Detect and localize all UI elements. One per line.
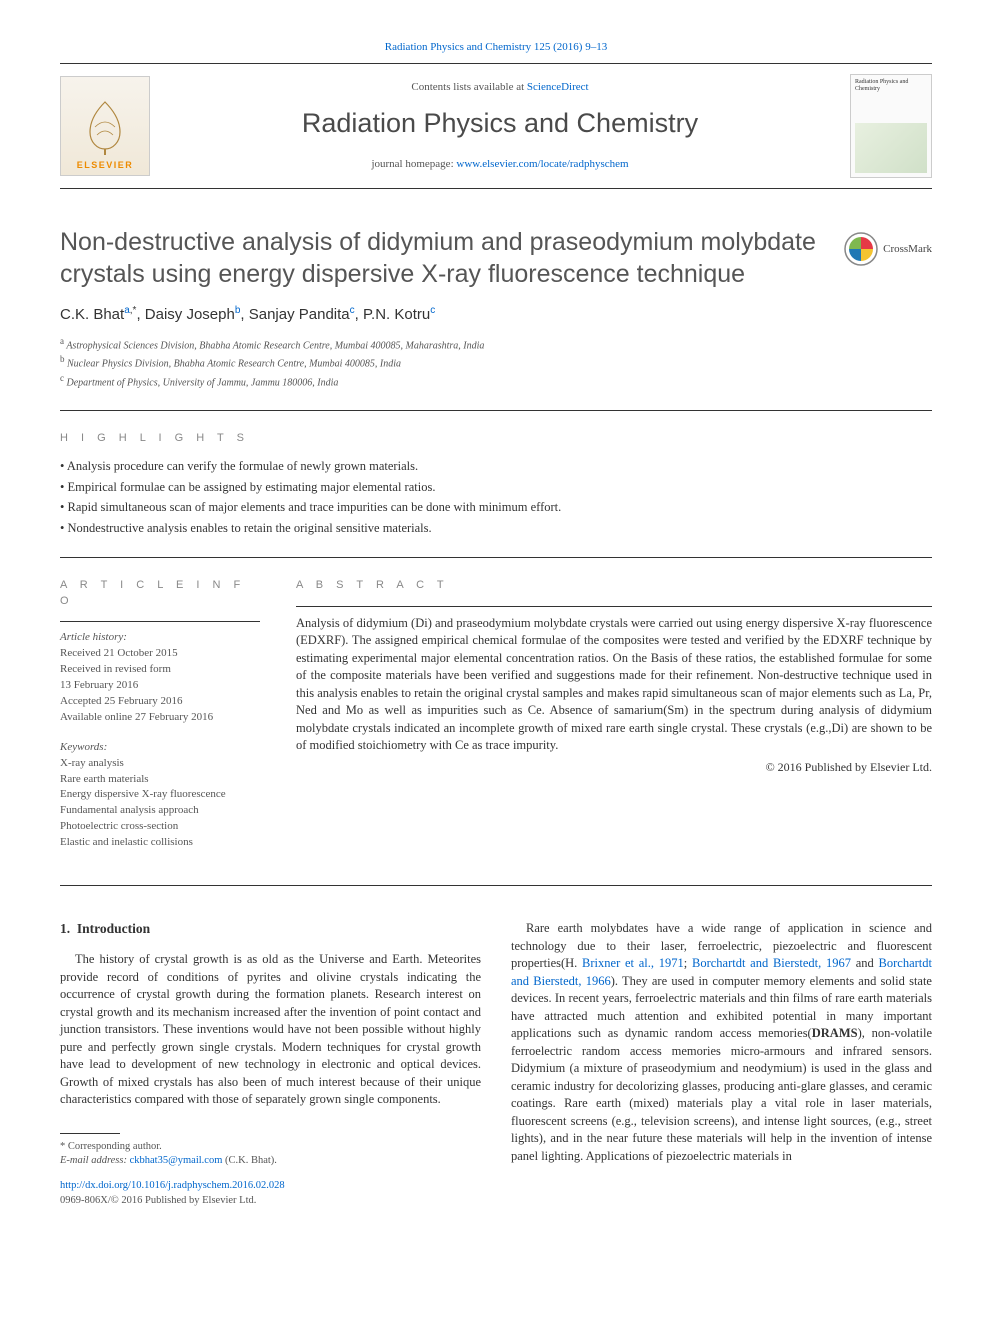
footnote-rule: [60, 1133, 120, 1134]
aff-sup-b: b: [60, 354, 65, 364]
body-text: ). They are used in computer memory elem…: [511, 974, 932, 1163]
email-line: E-mail address: ckbhat35@ymail.com (C.K.…: [60, 1154, 481, 1169]
homepage-prefix: journal homepage:: [371, 158, 456, 170]
email-suffix: (C.K. Bhat).: [222, 1155, 277, 1166]
body-paragraph: The history of crystal growth is as old …: [60, 951, 481, 1109]
body-column-left: 1. Introduction The history of crystal g…: [60, 920, 481, 1208]
contents-prefix: Contents lists available at: [411, 81, 526, 93]
issn-copyright-line: 0969-806X/© 2016 Published by Elsevier L…: [60, 1194, 481, 1209]
aff-sup-c: c: [60, 373, 64, 383]
divider: [60, 621, 260, 622]
aff-text-a: Astrophysical Sciences Division, Bhabha …: [66, 340, 484, 351]
affiliations: a Astrophysical Sciences Division, Bhabh…: [60, 335, 932, 390]
crossmark-label: CrossMark: [883, 242, 932, 257]
history-line: 13 February 2016: [60, 678, 260, 694]
author-4: P.N. Kotru: [363, 306, 430, 323]
body-text: ;: [684, 956, 692, 970]
highlights-heading: H I G H L I G H T S: [60, 431, 932, 446]
homepage-link[interactable]: www.elsevier.com/locate/radphyschem: [456, 158, 628, 170]
elsevier-logo: ELSEVIER: [60, 76, 150, 176]
body-paragraph: Rare earth molybdates have a wide range …: [511, 920, 932, 1165]
journal-cover-thumbnail: Radiation Physics and Chemistry: [850, 74, 932, 178]
email-label: E-mail address:: [60, 1155, 130, 1166]
article-title: Non-destructive analysis of didymium and…: [60, 227, 827, 290]
author-3-aff: c: [350, 305, 355, 316]
cover-thumb-title: Radiation Physics and Chemistry: [855, 79, 927, 92]
authors-line: C.K. Bhata,*, Daisy Josephb, Sanjay Pand…: [60, 304, 932, 325]
affiliation-c: c Department of Physics, University of J…: [60, 372, 932, 390]
article-history: Article history: Received 21 October 201…: [60, 630, 260, 726]
aff-text-b: Nuclear Physics Division, Bhabha Atomic …: [67, 359, 401, 370]
keyword: Elastic and inelastic collisions: [60, 835, 260, 851]
homepage-line: journal homepage: www.elsevier.com/locat…: [164, 157, 836, 172]
keyword: X-ray analysis: [60, 756, 260, 772]
divider: [296, 606, 932, 607]
article-info-heading: A R T I C L E I N F O: [60, 578, 260, 609]
corresponding-author-note: * Corresponding author.: [60, 1140, 481, 1155]
keyword: Photoelectric cross-section: [60, 819, 260, 835]
affiliation-b: b Nuclear Physics Division, Bhabha Atomi…: [60, 353, 932, 371]
section-number: 1.: [60, 921, 70, 936]
author-2: Daisy Joseph: [145, 306, 235, 323]
author-2-aff: b: [235, 305, 241, 316]
keyword: Rare earth materials: [60, 772, 260, 788]
highlight-item: Rapid simultaneous scan of major element…: [60, 499, 932, 517]
citation-link[interactable]: Brixner et al., 1971: [582, 956, 684, 970]
highlights-list: Analysis procedure can verify the formul…: [60, 458, 932, 537]
contents-line: Contents lists available at ScienceDirec…: [164, 80, 836, 95]
author-4-aff: c: [430, 305, 435, 316]
sciencedirect-link[interactable]: ScienceDirect: [527, 81, 589, 93]
author-3: Sanjay Pandita: [249, 306, 350, 323]
history-label: Article history:: [60, 630, 260, 646]
masthead: ELSEVIER Contents lists available at Sci…: [60, 63, 932, 189]
cover-thumb-art: [855, 123, 927, 173]
section-heading: 1. Introduction: [60, 920, 481, 939]
aff-text-c: Department of Physics, University of Jam…: [67, 377, 339, 388]
corresponding-email-link[interactable]: ckbhat35@ymail.com: [130, 1155, 223, 1166]
doi-link[interactable]: http://dx.doi.org/10.1016/j.radphyschem.…: [60, 1180, 285, 1191]
elsevier-tree-icon: [75, 97, 135, 157]
abstract-copyright: © 2016 Published by Elsevier Ltd.: [296, 759, 932, 776]
footnotes: * Corresponding author. E-mail address: …: [60, 1133, 481, 1169]
crossmark-badge[interactable]: CrossMark: [843, 231, 932, 267]
body-columns: 1. Introduction The history of crystal g…: [60, 920, 932, 1208]
affiliation-a: a Astrophysical Sciences Division, Bhabh…: [60, 335, 932, 353]
divider: [60, 410, 932, 411]
history-line: Received in revised form: [60, 662, 260, 678]
citation-link[interactable]: Borchartdt and Bierstedt, 1967: [692, 956, 851, 970]
crossmark-icon: [843, 231, 879, 267]
abstract-text: Analysis of didymium (Di) and praseodymi…: [296, 615, 932, 755]
journal-reference: Radiation Physics and Chemistry 125 (201…: [60, 40, 932, 55]
keywords-block: Keywords: X-ray analysis Rare earth mate…: [60, 740, 260, 852]
elsevier-logo-text: ELSEVIER: [77, 159, 134, 172]
abstract-heading: A B S T R A C T: [296, 578, 932, 593]
history-line: Accepted 25 February 2016: [60, 694, 260, 710]
author-1-corr: ,*: [130, 305, 137, 316]
body-column-right: Rare earth molybdates have a wide range …: [511, 920, 932, 1208]
body-text: and: [851, 956, 879, 970]
divider: [60, 557, 932, 558]
highlight-item: Empirical formulae can be assigned by es…: [60, 479, 932, 497]
keyword: Fundamental analysis approach: [60, 803, 260, 819]
divider: [60, 885, 932, 886]
highlight-item: Nondestructive analysis enables to retai…: [60, 520, 932, 538]
history-line: Available online 27 February 2016: [60, 710, 260, 726]
history-line: Received 21 October 2015: [60, 646, 260, 662]
acronym-bold: DRAMS: [812, 1026, 858, 1040]
keyword: Energy dispersive X-ray fluorescence: [60, 787, 260, 803]
journal-reference-link[interactable]: Radiation Physics and Chemistry 125 (201…: [385, 41, 607, 53]
section-title: Introduction: [77, 921, 150, 936]
journal-title: Radiation Physics and Chemistry: [164, 105, 836, 143]
aff-sup-a: a: [60, 336, 64, 346]
author-1: C.K. Bhat: [60, 306, 124, 323]
highlight-item: Analysis procedure can verify the formul…: [60, 458, 932, 476]
keywords-label: Keywords:: [60, 740, 260, 756]
